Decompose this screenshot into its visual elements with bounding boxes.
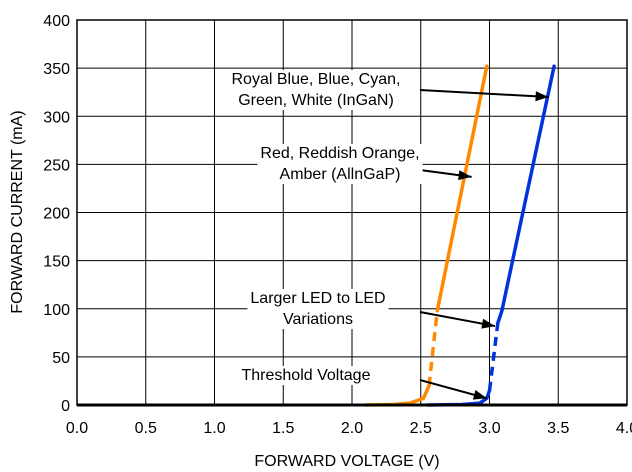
series-0-linear-region bbox=[435, 64, 489, 313]
x-tick-label: 0.0 bbox=[66, 420, 88, 437]
series-1-variation-dashed bbox=[487, 322, 500, 391]
annotation-arrowhead bbox=[535, 91, 549, 102]
x-tick-label: 3.5 bbox=[547, 420, 569, 437]
x-tick-label: 4.0 bbox=[616, 420, 632, 437]
series-0-variation-dashed bbox=[427, 310, 440, 386]
series-group bbox=[364, 64, 556, 407]
x-axis-label: FORWARD VOLTAGE (V) bbox=[254, 453, 439, 470]
annotation-label-line: Royal Blue, Blue, Cyan, bbox=[232, 71, 401, 88]
y-tick-label: 150 bbox=[43, 254, 70, 271]
x-tick-label: 1.0 bbox=[203, 420, 225, 437]
y-tick-label: 200 bbox=[43, 206, 70, 223]
annotation-label-line: Variations bbox=[283, 311, 353, 328]
annotation-arrowhead bbox=[458, 170, 472, 181]
y-axis-label: FORWARD CURRENT (mA) bbox=[9, 110, 26, 313]
y-tick-label: 250 bbox=[43, 157, 70, 174]
y-tick-label: 400 bbox=[43, 13, 70, 30]
x-tick-label: 2.5 bbox=[410, 420, 432, 437]
y-tick-label: 100 bbox=[43, 302, 70, 319]
x-tick-label: 0.5 bbox=[135, 420, 157, 437]
annotation-label-box bbox=[257, 144, 423, 184]
y-tick-label: 0 bbox=[61, 398, 70, 415]
annotation-label-line: Red, Reddish Orange, bbox=[260, 145, 419, 162]
x-tick-label: 2.0 bbox=[341, 420, 363, 437]
annotation-arrow-line bbox=[419, 89, 549, 98]
annotations: Royal Blue, Blue, Cyan, Green, White (InG… bbox=[228, 70, 549, 400]
annotation-label-box bbox=[238, 366, 374, 385]
x-tick-label: 1.5 bbox=[272, 420, 294, 437]
y-tick-label: 50 bbox=[52, 350, 70, 367]
annotation-label-box bbox=[247, 289, 389, 329]
y-tick-label: 350 bbox=[43, 61, 70, 78]
annotation-arrowhead bbox=[472, 390, 487, 400]
annotation-label-line: Threshold Voltage bbox=[242, 367, 371, 384]
annotation-label-line: Amber (AllnGaP) bbox=[280, 166, 401, 183]
tick-labels: 0.0 0.5 1.0 1.5 2.0 2.5 3.0 3.5 4.0 0 50 100 150 200 2… bbox=[43, 13, 632, 437]
annotation-arrowhead bbox=[481, 318, 495, 329]
x-tick-label: 3.0 bbox=[478, 420, 500, 437]
annotation-label-line: Green, White (InGaN) bbox=[238, 92, 394, 109]
series-1-linear-region bbox=[496, 64, 556, 325]
annotation-label-line: Larger LED to LED bbox=[250, 290, 385, 307]
y-tick-label: 300 bbox=[43, 109, 70, 126]
annotation-label-box bbox=[228, 70, 404, 110]
